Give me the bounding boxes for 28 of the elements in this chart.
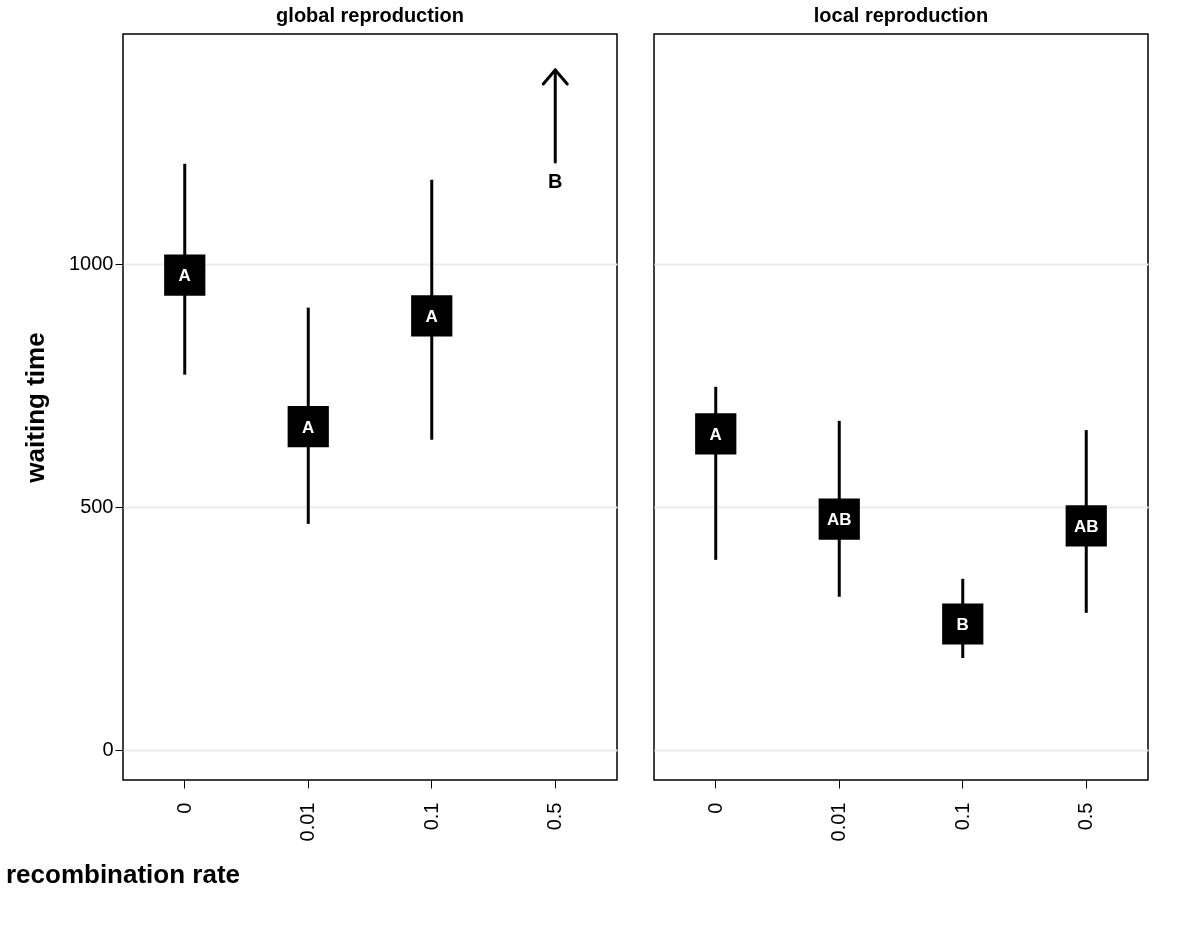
point <box>411 295 453 337</box>
data-label: A <box>302 417 315 437</box>
y-axis-title: waiting time <box>20 332 51 484</box>
annotation: B <box>548 170 563 192</box>
x-tick-label: 0 <box>703 802 726 814</box>
x-axis-title: recombination rate <box>5 858 241 889</box>
data-label: AB <box>826 510 852 530</box>
data-label: A <box>425 306 438 326</box>
data-label: AB <box>1073 516 1099 536</box>
data-label: A <box>709 424 722 444</box>
y-tick-label: 0 <box>102 738 114 761</box>
x-tick-label: 0.01 <box>296 802 319 842</box>
x-tick-label: 0.5 <box>543 802 566 831</box>
x-tick-label: 0.1 <box>950 802 973 831</box>
point <box>164 254 206 296</box>
x-tick-label: 0.5 <box>1074 802 1097 831</box>
y-tick-label: 500 <box>80 495 114 518</box>
point <box>942 603 984 645</box>
x-tick-label: 0.01 <box>827 802 850 842</box>
chart-title: local reproduction <box>813 4 989 26</box>
data-label: A <box>178 266 191 286</box>
x-tick-label: 0 <box>172 802 195 814</box>
point <box>695 413 737 455</box>
x-tick-label: 0.1 <box>419 802 442 831</box>
data-label: B <box>956 615 969 634</box>
y-tick-label: 1000 <box>69 252 114 275</box>
point <box>287 406 329 448</box>
chart-title: global reproduction <box>276 4 464 26</box>
